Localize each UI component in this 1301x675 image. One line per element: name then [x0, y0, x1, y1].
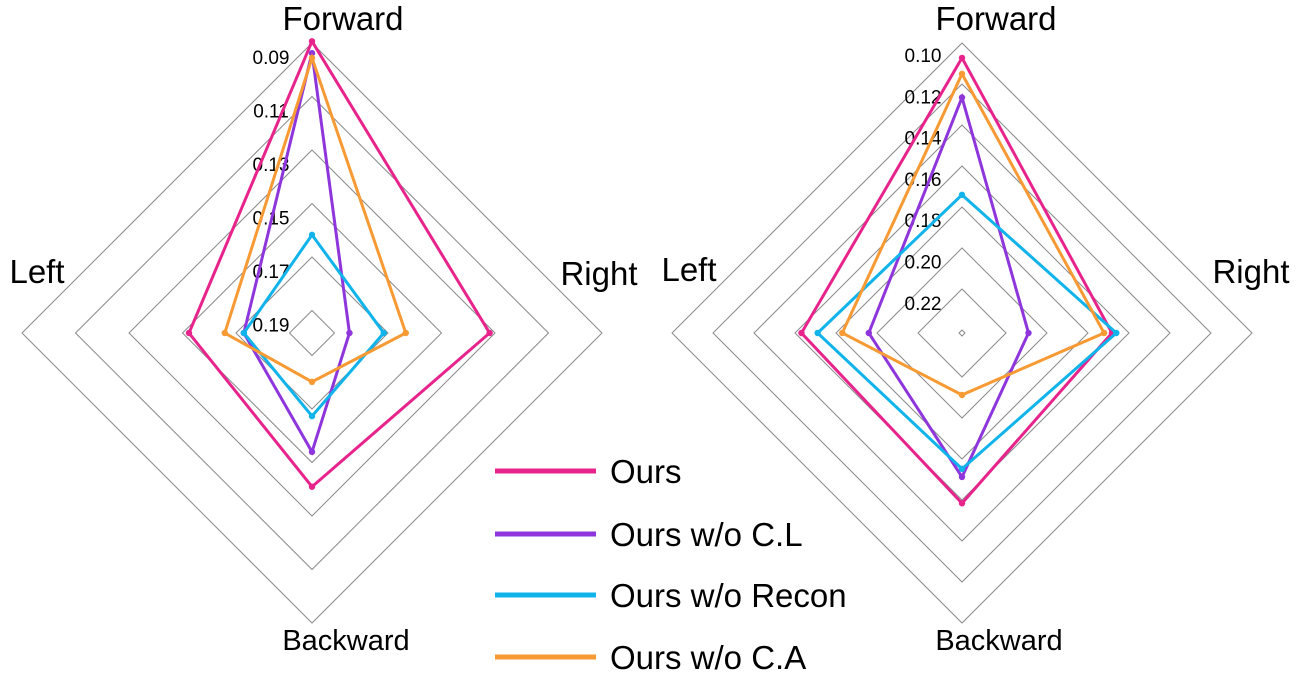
data-point-right-ours-w-o-c-l-backward: [958, 473, 966, 481]
data-point-left-ours-w-o-recon-left: [240, 329, 248, 337]
tick-labels-right: 0.100.120.140.160.180.200.22: [905, 46, 942, 315]
series-group-left: [185, 38, 493, 490]
data-point-left-ours-right: [486, 329, 493, 337]
grid-ring-right-0: [671, 42, 1253, 624]
axis-label-forward-right: Forward: [935, 0, 1056, 37]
data-point-left-ours-w-o-recon-forward: [308, 231, 316, 239]
tick-label-left-0-19: 0.19: [253, 316, 290, 337]
grid-ring-left-2: [128, 149, 496, 517]
data-point-right-ours-w-o-c-l-left: [865, 329, 872, 337]
data-point-right-ours-w-o-recon-left: [814, 329, 821, 337]
series-line-right-ours-w-o-c-a: [840, 70, 1107, 397]
data-point-right-ours-w-o-c-a-right: [1100, 329, 1108, 337]
grid-ring-left-3: [181, 202, 443, 464]
grid-ring-right-2: [753, 124, 1171, 542]
data-point-right-ours-w-o-c-a-forward: [958, 70, 966, 78]
tick-label-left-0-17: 0.17: [253, 262, 290, 283]
data-point-left-ours-forward: [308, 38, 316, 45]
tick-label-right-0-20: 0.20: [905, 253, 942, 274]
series-line-right-ours-w-o-recon: [815, 192, 1119, 471]
data-point-right-ours-w-o-recon-backward: [958, 465, 966, 473]
data-point-right-ours-left: [798, 329, 805, 337]
tick-label-left-0-09: 0.09: [253, 48, 290, 69]
data-point-right-ours-w-o-c-l-forward: [958, 94, 966, 101]
radar-grid-left: [21, 42, 603, 624]
axis-label-backward-left: Backward: [282, 625, 409, 657]
data-point-right-ours-w-o-recon-forward: [958, 191, 966, 199]
axis-label-right-left: Right: [560, 255, 637, 292]
legend: Ours Ours w/o C.L Ours w/o Recon Ours w/…: [495, 453, 847, 675]
data-point-left-ours-w-o-recon-backward: [308, 412, 316, 420]
legend-label-ours-wo-cl: Ours w/o C.L: [610, 516, 803, 553]
grid-ring-right-1: [712, 83, 1212, 583]
tick-label-right-0-14: 0.14: [905, 129, 942, 150]
data-point-left-ours-left: [185, 329, 193, 337]
data-point-left-ours-w-o-c-l-backward: [308, 448, 316, 456]
data-point-right-ours-w-o-c-l-right: [1025, 329, 1032, 337]
tick-label-right-0-12: 0.12: [905, 87, 942, 108]
data-point-right-ours-w-o-c-a-backward: [958, 391, 966, 399]
grid-ring-left-5: [288, 309, 336, 357]
data-point-left-ours-w-o-c-a-right: [402, 329, 409, 337]
axis-label-backward-right: Backward: [935, 625, 1062, 657]
radar-chart-right: 0.100.120.140.160.180.200.22 Forward Rig…: [661, 0, 1289, 657]
data-point-left-ours-w-o-c-l-right: [346, 329, 353, 337]
axis-label-right-right: Right: [1212, 253, 1289, 290]
data-point-right-ours-backward: [958, 500, 966, 507]
axis-label-left-left: Left: [9, 253, 64, 290]
data-point-left-ours-backward: [308, 483, 316, 490]
data-point-left-ours-w-o-recon-right: [380, 329, 387, 337]
data-point-right-ours-forward: [958, 54, 966, 62]
axis-label-left-right: Left: [661, 251, 716, 288]
legend-label-ours-wo-recon: Ours w/o Recon: [610, 577, 847, 614]
data-point-left-ours-w-o-c-a-backward: [308, 378, 316, 386]
tick-label-right-0-10: 0.10: [905, 46, 942, 67]
tick-label-right-0-22: 0.22: [905, 294, 942, 315]
grid-ring-left-0: [21, 42, 603, 624]
data-point-left-ours-w-o-c-l-forward: [308, 49, 316, 57]
radar-chart-left: 0.090.110.130.150.170.19 Forward Right B…: [9, 0, 637, 657]
data-point-left-ours-w-o-c-a-forward: [308, 54, 316, 62]
grid-ring-right-4: [835, 206, 1089, 460]
grid-ring-right-7: [958, 329, 966, 337]
legend-label-ours-wo-ca: Ours w/o C.A: [610, 639, 806, 675]
data-point-left-ours-w-o-c-a-left: [221, 329, 228, 337]
data-point-right-ours-w-o-c-a-left: [839, 329, 846, 337]
legend-label-ours: Ours: [610, 453, 682, 490]
grid-ring-left-1: [74, 95, 550, 571]
grid-ring-right-5: [876, 247, 1048, 419]
series-group-right: [798, 54, 1120, 507]
axis-label-forward-left: Forward: [282, 0, 403, 37]
grid-ring-right-6: [917, 288, 1007, 378]
data-point-right-ours-w-o-recon-right: [1113, 329, 1120, 337]
